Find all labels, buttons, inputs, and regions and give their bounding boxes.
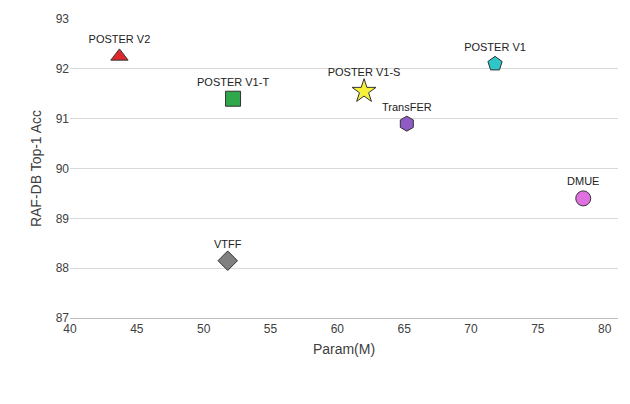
svg-text:75: 75 [531,322,545,336]
svg-text:90: 90 [56,162,70,176]
svg-text:93: 93 [56,12,70,26]
svg-text:RAF-DB Top-1 Acc: RAF-DB Top-1 Acc [28,110,44,227]
svg-text:91: 91 [56,112,70,126]
svg-text:50: 50 [197,322,211,336]
svg-text:40: 40 [63,322,77,336]
svg-text:92: 92 [56,62,70,76]
svg-text:88: 88 [56,261,70,275]
svg-text:POSTER V1-S: POSTER V1-S [328,66,401,78]
svg-text:80: 80 [598,322,612,336]
svg-text:87: 87 [56,311,70,325]
svg-text:DMUE: DMUE [567,175,599,187]
svg-text:89: 89 [56,212,70,226]
svg-text:65: 65 [397,322,411,336]
svg-text:70: 70 [464,322,478,336]
svg-text:55: 55 [264,322,278,336]
svg-text:VTFF: VTFF [214,238,242,250]
svg-text:POSTER V2: POSTER V2 [89,33,151,45]
svg-text:45: 45 [130,322,144,336]
svg-text:TransFER: TransFER [382,101,432,113]
svg-text:60: 60 [331,322,345,336]
svg-text:POSTER V1-T: POSTER V1-T [197,76,269,88]
svg-text:POSTER V1: POSTER V1 [464,41,526,53]
svg-text:Param(M): Param(M) [313,341,375,357]
